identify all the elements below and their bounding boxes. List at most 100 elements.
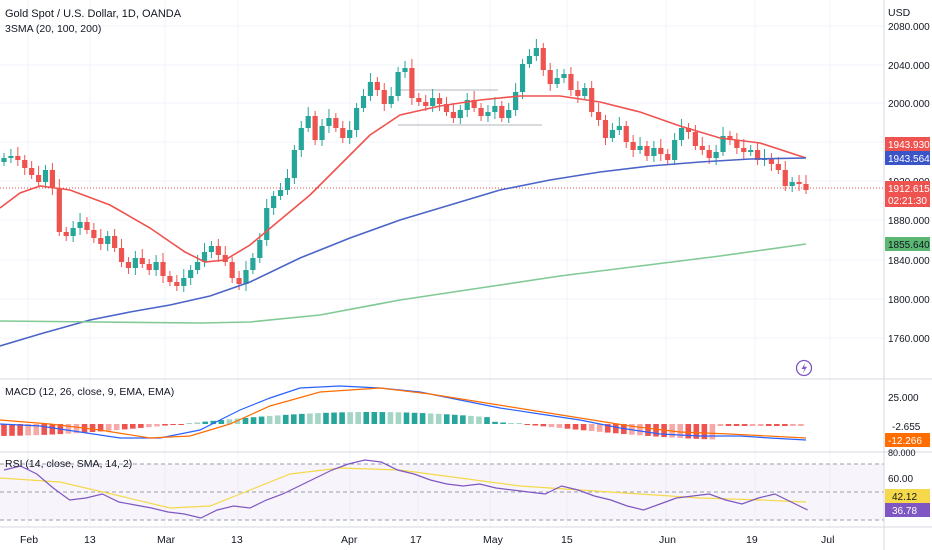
macd-histogram-bar — [33, 424, 39, 436]
countdown-label: 02:21:30 — [888, 196, 927, 207]
candle-body — [277, 190, 284, 196]
candle-body — [84, 222, 90, 230]
sma200-badge — [885, 237, 930, 251]
macd-histogram-bar — [138, 424, 144, 428]
candle-body — [22, 160, 28, 168]
candle-body — [132, 258, 138, 268]
candle-body — [153, 262, 159, 270]
candlestick-series — [1, 39, 809, 292]
rsi-legend[interactable]: RSI (14, close, SMA, 14, 2) — [5, 458, 132, 470]
candle-body — [727, 136, 733, 140]
candle-body — [312, 116, 318, 140]
macd-legend[interactable]: MACD (12, 26, close, 9, EMA, EMA) — [5, 386, 174, 398]
macd-histogram-bar — [604, 424, 611, 433]
macd-tick: 25.000 — [888, 393, 919, 404]
candle-body — [561, 74, 567, 78]
rsi-sma-badge-label: 42.12 — [892, 492, 917, 503]
candle-body — [160, 262, 166, 276]
candle-body — [167, 276, 173, 282]
candle-body — [499, 106, 505, 118]
macd-histogram-bar — [41, 424, 48, 435]
macd-histogram-bar — [492, 421, 498, 424]
macd-histogram-bar — [105, 424, 112, 431]
macd-histogram-bar — [653, 424, 659, 437]
candle-body — [672, 140, 678, 160]
macd-histogram-bar — [460, 415, 466, 424]
macd-histogram-bar — [186, 423, 192, 424]
price-tick: 2000.000 — [888, 99, 930, 110]
sma20-badge — [885, 137, 930, 151]
candle-body — [125, 262, 132, 268]
indicator-legend-sma[interactable]: 3SMA (20, 100, 200) — [5, 23, 101, 35]
macd-histogram-bar — [733, 424, 740, 426]
candle-body — [554, 78, 560, 84]
candle-body — [506, 110, 512, 118]
candle-body — [678, 128, 685, 140]
candle-body — [284, 178, 291, 190]
macd-histogram-bar — [178, 424, 184, 425]
macd-histogram-bar — [17, 424, 23, 436]
currency-label[interactable]: USD — [888, 7, 911, 19]
candle-body — [257, 240, 263, 258]
candle-body — [8, 156, 14, 158]
chart-title[interactable]: Gold Spot / U.S. Dollar, 1D, OANDA — [5, 8, 182, 20]
candle-body — [478, 108, 484, 116]
macd-histogram-bar — [331, 412, 337, 424]
macd-histogram-bar — [170, 424, 176, 425]
macd-histogram-bar — [637, 424, 643, 436]
macd-histogram-bar — [291, 414, 297, 424]
candle-body — [436, 98, 443, 104]
candle-body — [768, 158, 775, 164]
candle-body — [1, 158, 7, 162]
candle-body — [720, 136, 726, 152]
macd-histogram-bar — [468, 415, 474, 424]
macd-histogram-bar — [49, 424, 56, 435]
macd-hist-badge — [885, 419, 930, 433]
candle-body — [250, 258, 256, 270]
lightning-icon[interactable] — [795, 359, 813, 377]
time-tick: Feb — [20, 534, 38, 546]
candle-body — [291, 150, 297, 178]
candle-body — [208, 246, 215, 252]
macd-histogram-bar — [363, 412, 370, 424]
macd-hist-badge-label: -2.655 — [892, 422, 921, 433]
candle-body — [540, 48, 546, 70]
candle-body — [533, 48, 539, 56]
macd-histogram-bar — [645, 424, 651, 436]
price-tick: 2040.000 — [888, 61, 930, 72]
macd-histogram-bar — [395, 412, 402, 424]
macd-histogram-bar — [25, 424, 31, 436]
rsi-line — [3, 459, 808, 519]
candle-body — [789, 182, 795, 186]
candle-body — [803, 184, 809, 190]
macd-histogram-bar — [65, 424, 72, 434]
time-tick: Jul — [821, 534, 834, 546]
candle-body — [471, 100, 477, 108]
candle-body — [409, 68, 415, 98]
candle-body — [734, 140, 740, 148]
macd-histogram-bar — [315, 413, 321, 424]
candle-body — [271, 196, 277, 208]
macd-histogram-bar — [299, 413, 305, 424]
macd-histogram-bar — [774, 424, 780, 426]
macd-histogram-bar — [556, 424, 563, 428]
candle-body — [457, 110, 463, 118]
time-tick: 17 — [410, 534, 422, 546]
time-tick: Jun — [659, 534, 676, 546]
candle-body — [630, 142, 636, 150]
candle-body — [319, 126, 325, 140]
candle-body — [623, 126, 629, 142]
candle-body — [755, 150, 761, 160]
last-price-badge — [885, 181, 930, 207]
candle-body — [416, 98, 422, 102]
candle-body — [602, 120, 609, 138]
macd-histogram-bar — [765, 424, 772, 426]
macd-histogram-bar — [613, 424, 619, 434]
candle-body — [699, 146, 705, 150]
macd-histogram-bar — [588, 424, 595, 432]
candle-body — [70, 228, 76, 236]
time-axis[interactable]: Feb 13 Mar 13 Apr 17 May 15 Jun 19 Jul — [20, 534, 834, 546]
candle-body — [748, 150, 754, 152]
candle-body — [340, 128, 346, 138]
